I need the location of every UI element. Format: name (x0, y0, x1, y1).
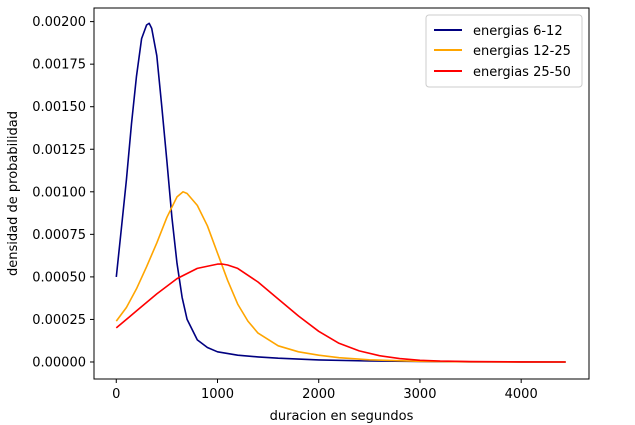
series-layer (115, 22, 566, 363)
x-tick-label: 4000 (505, 387, 538, 402)
legend: energias 6-12 energias 12-25 energias 25… (425, 14, 583, 88)
y-axis: 0.00000 0.00025 0.00050 0.00075 0.00100 0.001… (32, 15, 94, 370)
x-axis-label: duracion en segundos (270, 409, 414, 424)
legend-label-energias-6-12: energias 6-12 (473, 24, 563, 39)
y-tick-label: 0.00200 (32, 15, 86, 30)
y-tick-label: 0.00150 (32, 100, 86, 115)
series-line-energias-25-50 (115, 263, 566, 363)
x-tick-label: 3000 (403, 387, 436, 402)
y-axis-label: densidad de probabilidad (6, 111, 21, 276)
legend-box (425, 14, 583, 88)
series-line-energias-12-25 (115, 191, 566, 363)
y-tick-label: 0.00000 (32, 355, 86, 370)
y-tick-label: 0.00175 (32, 58, 86, 73)
y-tick-label: 0.00125 (32, 143, 86, 158)
x-tick-label: 0 (112, 387, 120, 402)
y-tick-label: 0.00025 (32, 313, 86, 328)
y-tick-label: 0.00050 (32, 270, 86, 285)
series-line-energias-6-12 (115, 22, 566, 363)
y-tick-label: 0.00100 (32, 185, 86, 200)
plot-frame (93, 7, 590, 380)
y-tick-label: 0.00075 (32, 228, 86, 243)
x-axis: 0 1000 2000 3000 4000 (112, 379, 538, 402)
legend-label-energias-25-50: energias 25-50 (473, 65, 571, 80)
legend-label-energias-12-25: energias 12-25 (473, 44, 571, 59)
x-tick-label: 1000 (201, 387, 234, 402)
x-tick-label: 2000 (302, 387, 335, 402)
